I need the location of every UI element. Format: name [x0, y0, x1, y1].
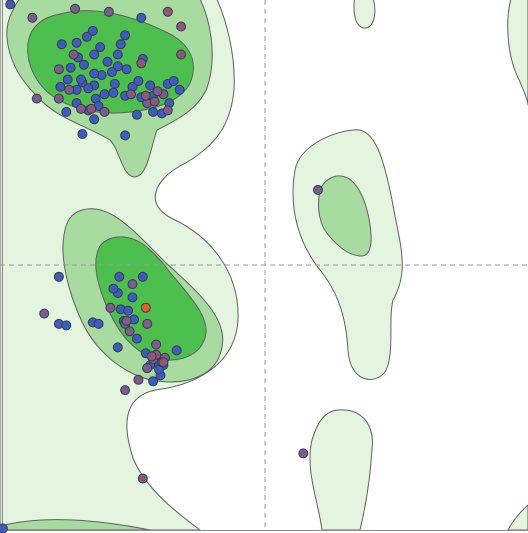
data-point-purple-10: [105, 302, 116, 313]
data-point-blue-72: [114, 271, 125, 282]
data-point-purple-18: [133, 374, 144, 385]
allowed-region-right-edge-top: [507, 0, 528, 106]
data-point-blue-57: [123, 305, 134, 316]
data-point-blue-40: [131, 109, 142, 120]
data-point-blue-0: [5, 0, 16, 10]
data-point-blue-61: [112, 342, 123, 353]
data-point-blue-34: [145, 80, 156, 91]
data-point-purple-25: [64, 84, 75, 95]
data-point-purple-11: [142, 318, 153, 329]
data-point-blue-55: [108, 283, 119, 294]
data-point-purple-12: [124, 326, 135, 337]
data-point-blue-46: [61, 106, 72, 117]
data-point-blue-43: [89, 114, 100, 125]
data-points-layer: [0, 0, 323, 533]
data-point-mauve-0: [162, 6, 173, 17]
data-point-blue-23: [55, 81, 66, 92]
favoured-region-bottom-strip: [0, 519, 151, 531]
data-point-purple-20: [162, 105, 173, 116]
data-point-blue-45: [120, 130, 131, 141]
data-point-blue-52: [61, 320, 72, 331]
data-point-mauve-10: [146, 351, 157, 362]
data-point-blue-21: [83, 83, 94, 94]
data-point-blue-79: [148, 106, 159, 117]
data-point-blue-37: [168, 76, 179, 86]
data-point-purple-4: [68, 49, 79, 60]
allowed-region-center-lower: [309, 409, 373, 531]
data-point-purple-26: [53, 93, 64, 104]
data-point-mauve-3: [149, 96, 160, 107]
data-point-blue-12: [78, 59, 89, 70]
favoured-region-center: [318, 175, 372, 257]
data-point-blue-38: [174, 84, 185, 95]
data-point-purple-2: [103, 6, 114, 17]
data-point-blue-24: [62, 74, 73, 85]
data-point-blue-10: [102, 56, 113, 67]
data-point-blue-71: [53, 271, 64, 282]
data-point-blue-19: [109, 78, 120, 89]
data-point-blue-44: [77, 129, 88, 139]
data-point-blue-49: [112, 49, 123, 60]
data-point-blue-31: [133, 76, 144, 86]
data-point-purple-7: [39, 308, 50, 319]
data-point-blue-48: [76, 74, 86, 85]
data-point-blue-16: [65, 62, 76, 73]
data-point-mauve-8: [158, 357, 169, 368]
data-point-blue-15: [89, 68, 100, 79]
data-point-mauve-7: [137, 473, 148, 484]
data-point-purple-3: [53, 64, 64, 75]
data-point-blue-1: [136, 12, 147, 23]
data-point-purple-23: [126, 89, 136, 100]
data-point-blue-50: [115, 39, 126, 50]
data-point-purple-22: [152, 86, 163, 97]
data-point-mauve-2: [176, 49, 187, 60]
data-point-blue-68: [148, 376, 159, 387]
data-point-purple-6: [76, 103, 86, 114]
data-point-blue-74: [93, 318, 104, 329]
data-point-mauve-6: [136, 58, 147, 69]
data-point-purple-5: [31, 93, 42, 104]
data-point-blue-6: [95, 42, 106, 53]
data-point-blue-3: [120, 30, 131, 41]
data-point-blue-56: [127, 292, 138, 303]
data-point-blue-7: [56, 39, 67, 50]
data-point-mauve-4: [86, 103, 97, 114]
data-point-mauve-1: [176, 21, 187, 32]
data-point-purple-17: [120, 385, 131, 396]
data-point-purple-0: [27, 12, 38, 23]
data-point-blue-59: [131, 333, 142, 344]
data-point-blue-9: [89, 49, 100, 60]
data-point-purple-29: [298, 448, 309, 459]
data-point-blue-5: [71, 37, 82, 48]
data-point-blue-26: [99, 89, 110, 100]
data-point-blue-75: [171, 345, 182, 356]
data-point-purple-28: [313, 184, 323, 195]
data-point-purple-15: [151, 339, 162, 350]
data-point-blue-2: [87, 25, 98, 36]
data-point-blue-13: [112, 61, 123, 72]
data-point-purple-27: [99, 106, 110, 117]
data-point-blue-14: [106, 67, 117, 78]
data-point-purple-1: [70, 3, 81, 14]
data-point-mauve-5: [140, 90, 151, 101]
data-point-blue-73: [137, 271, 148, 282]
data-point-blue-77: [0, 523, 8, 533]
data-point-purple-13: [121, 315, 132, 326]
data-point-purple-16: [142, 363, 153, 374]
data-point-blue-4: [81, 31, 92, 42]
data-point-orange-0: [140, 302, 151, 313]
allowed-region-top-small: [353, 0, 376, 29]
data-point-blue-20: [108, 87, 119, 98]
data-point-blue-29: [121, 64, 132, 75]
data-point-purple-8: [127, 279, 138, 290]
